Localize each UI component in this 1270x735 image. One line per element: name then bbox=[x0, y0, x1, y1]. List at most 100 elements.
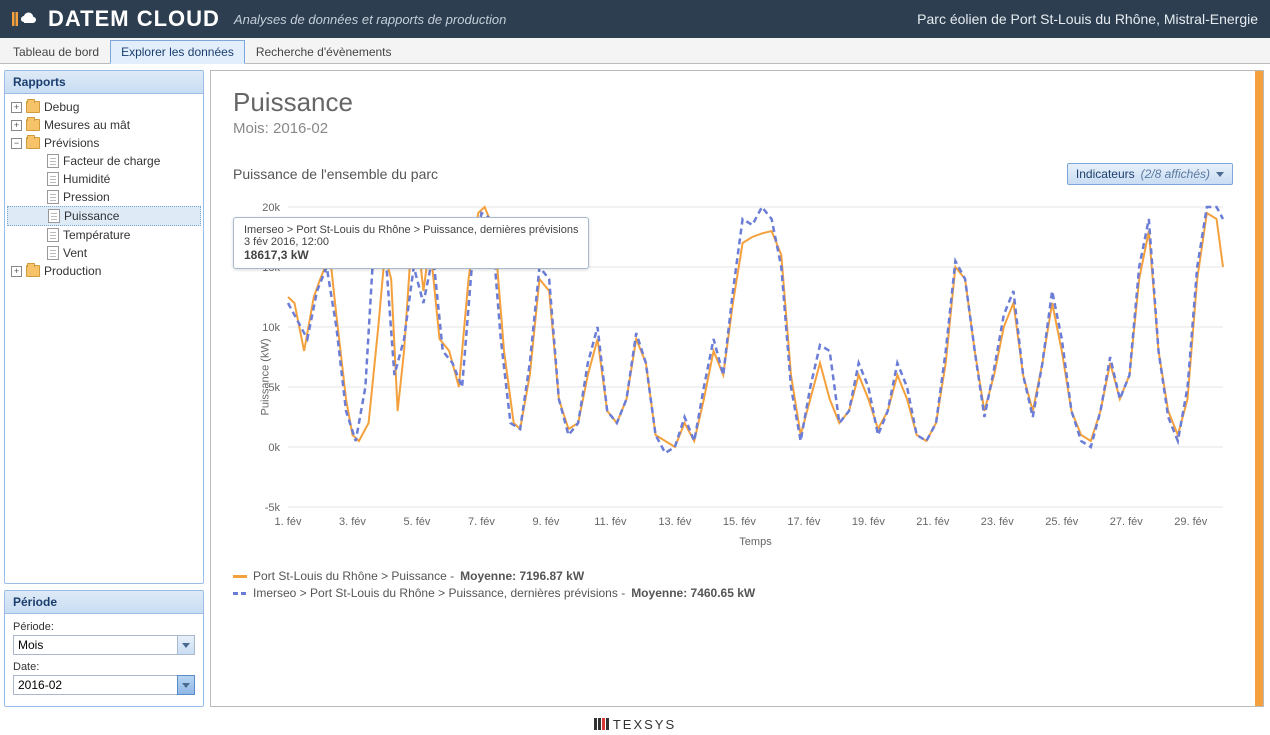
tree-folder-debug[interactable]: + Debug bbox=[5, 98, 203, 116]
reports-panel-title: Rapports bbox=[5, 71, 203, 94]
chevron-down-icon bbox=[1216, 172, 1224, 177]
tree-item-humidite[interactable]: Humidité bbox=[5, 170, 203, 188]
tree-label: Mesures au mât bbox=[44, 118, 130, 132]
tagline: Analyses de données et rapports de produ… bbox=[234, 12, 917, 27]
tree-label: Facteur de charge bbox=[63, 154, 160, 168]
tree-item-temperature[interactable]: Température bbox=[5, 226, 203, 244]
site-name: Parc éolien de Port St-Louis du Rhône, M… bbox=[917, 11, 1258, 27]
svg-text:9. fév: 9. fév bbox=[532, 516, 559, 528]
svg-text:13. fév: 13. fév bbox=[658, 516, 692, 528]
indicators-label: Indicateurs bbox=[1076, 167, 1135, 181]
tree-item-pression[interactable]: Pression bbox=[5, 188, 203, 206]
tree-label: Température bbox=[63, 228, 130, 242]
svg-text:20k: 20k bbox=[262, 202, 280, 214]
folder-icon bbox=[26, 265, 40, 277]
tree-label: Prévisions bbox=[44, 136, 99, 150]
app-header: DATEM CLOUD Analyses de données et rappo… bbox=[0, 0, 1270, 38]
tree-label: Pression bbox=[63, 190, 110, 204]
folder-icon bbox=[26, 137, 40, 149]
indicators-count: (2/8 affichés) bbox=[1141, 167, 1210, 181]
svg-text:-5k: -5k bbox=[265, 502, 281, 514]
tree-item-vent[interactable]: Vent bbox=[5, 244, 203, 262]
tooltip-time: 3 fév 2016, 12:00 bbox=[244, 236, 578, 248]
tree-folder-mesures[interactable]: + Mesures au mât bbox=[5, 116, 203, 134]
section-title: Puissance de l'ensemble du parc bbox=[233, 166, 1067, 182]
footer: TEXSYS bbox=[0, 713, 1270, 735]
file-icon bbox=[47, 246, 59, 260]
period-panel-title: Période bbox=[5, 591, 203, 614]
period-label: Période: bbox=[13, 621, 195, 633]
legend-swatch-icon bbox=[233, 575, 247, 578]
period-value[interactable] bbox=[13, 635, 177, 655]
svg-text:Temps: Temps bbox=[739, 536, 772, 548]
main-panel: Puissance Mois: 2016-02 Puissance de l'e… bbox=[210, 70, 1264, 707]
date-label: Date: bbox=[13, 661, 195, 673]
page-title: Puissance bbox=[233, 87, 1233, 118]
accent-bar bbox=[1255, 71, 1263, 706]
tree-folder-previsions[interactable]: − Prévisions bbox=[5, 134, 203, 152]
collapse-icon[interactable]: − bbox=[11, 138, 22, 149]
file-icon bbox=[47, 190, 59, 204]
tree-item-facteur[interactable]: Facteur de charge bbox=[5, 152, 203, 170]
footer-brand: TEXSYS bbox=[613, 717, 676, 732]
svg-text:10k: 10k bbox=[262, 322, 280, 334]
chart-tooltip: Imerseo > Port St-Louis du Rhône > Puiss… bbox=[233, 217, 589, 269]
svg-text:17. fév: 17. fév bbox=[787, 516, 821, 528]
legend-text: Imerseo > Port St-Louis du Rhône > Puiss… bbox=[253, 586, 625, 600]
tab-events[interactable]: Recherche d'évènements bbox=[245, 40, 403, 63]
svg-text:1. fév: 1. fév bbox=[275, 516, 302, 528]
tooltip-value: 18617,3 kW bbox=[244, 248, 578, 262]
cloud-logo-icon bbox=[12, 8, 40, 30]
svg-text:29. fév: 29. fév bbox=[1174, 516, 1208, 528]
tab-dashboard[interactable]: Tableau de bord bbox=[2, 40, 110, 63]
expand-icon[interactable]: + bbox=[11, 266, 22, 277]
chart-container: Puissance (kW) Imerseo > Port St-Louis d… bbox=[233, 197, 1233, 557]
tree-label: Debug bbox=[44, 100, 79, 114]
file-icon bbox=[47, 228, 59, 242]
brand-bars-icon bbox=[594, 718, 609, 730]
tooltip-series: Imerseo > Port St-Louis du Rhône > Puiss… bbox=[244, 224, 578, 236]
svg-text:25. fév: 25. fév bbox=[1045, 516, 1079, 528]
tab-explore[interactable]: Explorer les données bbox=[110, 40, 245, 64]
folder-icon bbox=[26, 119, 40, 131]
tree-label: Humidité bbox=[63, 172, 110, 186]
chart-ylabel: Puissance (kW) bbox=[260, 338, 272, 415]
svg-text:19. fév: 19. fév bbox=[852, 516, 886, 528]
file-icon bbox=[47, 154, 59, 168]
app-name: DATEM CLOUD bbox=[48, 6, 220, 32]
indicators-button[interactable]: Indicateurs (2/8 affichés) bbox=[1067, 163, 1233, 185]
svg-text:7. fév: 7. fév bbox=[468, 516, 495, 528]
tree-item-puissance[interactable]: Puissance bbox=[7, 206, 201, 226]
page-subtitle: Mois: 2016-02 bbox=[233, 120, 1233, 137]
legend-text: Port St-Louis du Rhône > Puissance - bbox=[253, 569, 454, 583]
main-tabs: Tableau de bord Explorer les données Rec… bbox=[0, 38, 1270, 64]
file-icon bbox=[48, 209, 60, 223]
tree-label: Vent bbox=[63, 246, 87, 260]
legend-forecast: Imerseo > Port St-Louis du Rhône > Puiss… bbox=[233, 586, 1233, 600]
period-select[interactable] bbox=[13, 635, 195, 655]
legend-mean: Moyenne: 7196.87 kW bbox=[460, 569, 584, 583]
sidebar: Rapports + Debug + Mesures au mât − Prévisi… bbox=[0, 64, 208, 713]
folder-icon bbox=[26, 101, 40, 113]
expand-icon[interactable]: + bbox=[11, 120, 22, 131]
reports-tree: + Debug + Mesures au mât − Prévisions Facte… bbox=[5, 94, 203, 284]
dropdown-icon[interactable] bbox=[177, 675, 195, 695]
svg-text:5. fév: 5. fév bbox=[404, 516, 431, 528]
file-icon bbox=[47, 172, 59, 186]
date-value[interactable] bbox=[13, 675, 177, 695]
date-select[interactable] bbox=[13, 675, 195, 695]
svg-text:0k: 0k bbox=[268, 442, 280, 454]
svg-text:3. fév: 3. fév bbox=[339, 516, 366, 528]
tree-label: Production bbox=[44, 264, 101, 278]
svg-text:23. fév: 23. fév bbox=[981, 516, 1015, 528]
legend-actual: Port St-Louis du Rhône > Puissance - Moy… bbox=[233, 569, 1233, 583]
svg-text:15. fév: 15. fév bbox=[723, 516, 757, 528]
legend-swatch-icon bbox=[233, 592, 247, 595]
tree-label: Puissance bbox=[64, 209, 119, 223]
svg-text:27. fév: 27. fév bbox=[1110, 516, 1144, 528]
dropdown-icon[interactable] bbox=[177, 635, 195, 655]
tree-folder-production[interactable]: + Production bbox=[5, 262, 203, 280]
svg-text:21. fév: 21. fév bbox=[916, 516, 950, 528]
expand-icon[interactable]: + bbox=[11, 102, 22, 113]
legend-mean: Moyenne: 7460.65 kW bbox=[631, 586, 755, 600]
